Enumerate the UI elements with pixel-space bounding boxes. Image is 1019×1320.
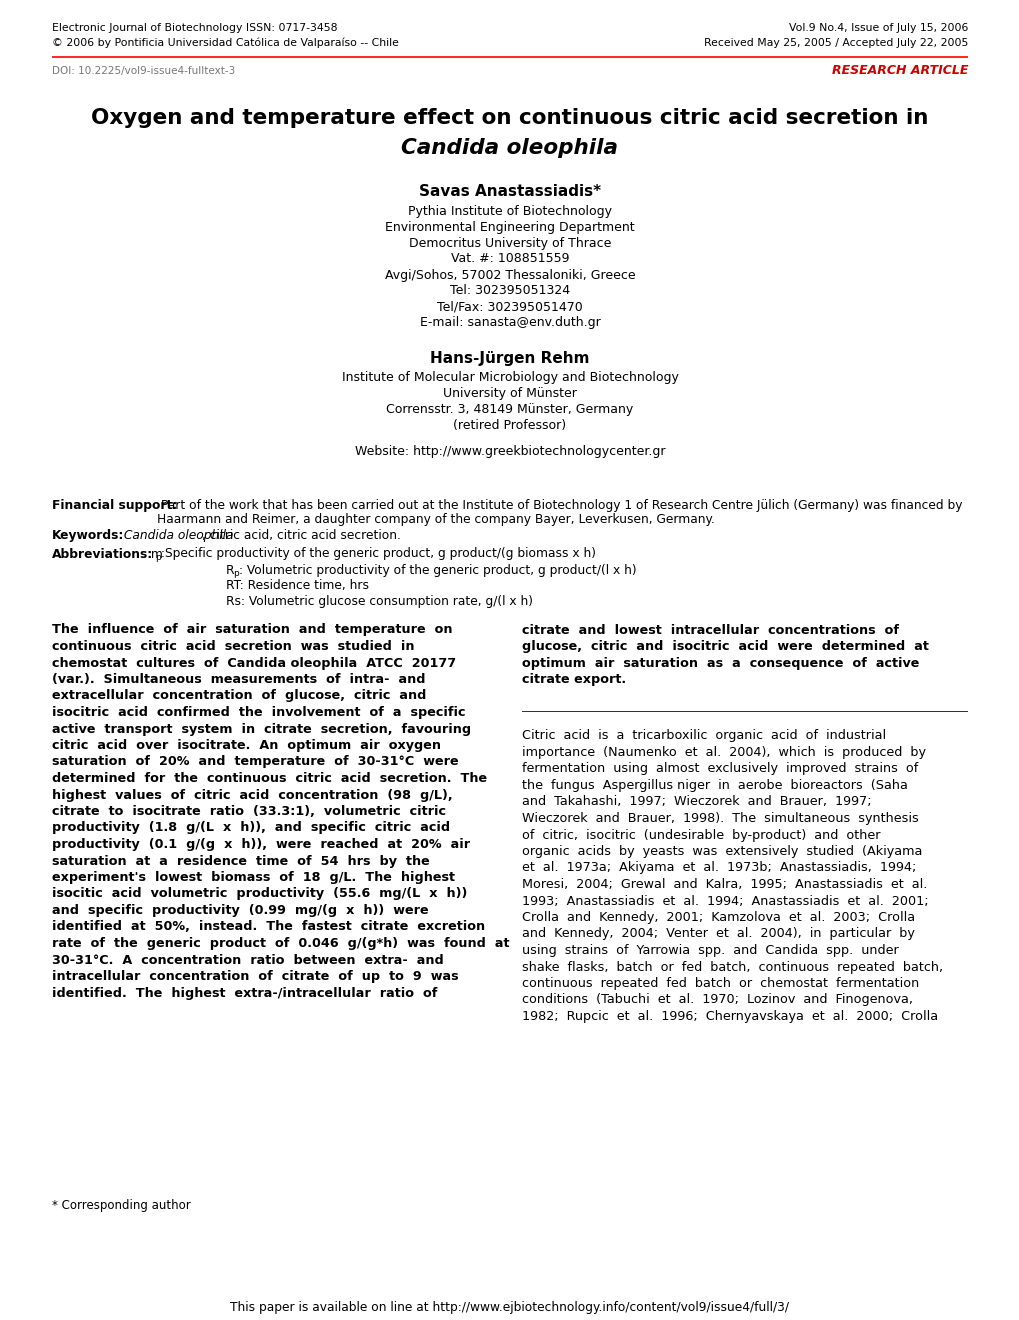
Text: glucose,  citric  and  isocitric  acid  were  determined  at: glucose, citric and isocitric acid were … <box>522 640 928 653</box>
Text: optimum  air  saturation  as  a  consequence  of  active: optimum air saturation as a consequence … <box>522 656 918 669</box>
Text: productivity  (1.8  g/(L  x  h)),  and  specific  citric  acid: productivity (1.8 g/(L x h)), and specif… <box>52 821 449 834</box>
Text: Keywords:: Keywords: <box>52 528 124 541</box>
Text: rate  of  the  generic  product  of  0.046  g/(g*h)  was  found  at: rate of the generic product of 0.046 g/(… <box>52 937 510 950</box>
Text: saturation  of  20%  and  temperature  of  30-31°C  were: saturation of 20% and temperature of 30-… <box>52 755 459 768</box>
Text: Moresi,  2004;  Grewal  and  Kalra,  1995;  Anastassiadis  et  al.: Moresi, 2004; Grewal and Kalra, 1995; An… <box>522 878 926 891</box>
Text: R: R <box>226 564 234 577</box>
Text: Wieczorek  and  Brauer,  1998).  The  simultaneous  synthesis: Wieczorek and Brauer, 1998). The simulta… <box>522 812 918 825</box>
Text: Tel: 302395051324: Tel: 302395051324 <box>449 285 570 297</box>
Text: and  Kennedy,  2004;  Venter  et  al.  2004),  in  particular  by: and Kennedy, 2004; Venter et al. 2004), … <box>522 928 914 940</box>
Text: 30-31°C.  A  concentration  ratio  between  extra-  and: 30-31°C. A concentration ratio between e… <box>52 953 443 966</box>
Text: highest  values  of  citric  acid  concentration  (98  g/L),: highest values of citric acid concentrat… <box>52 788 452 801</box>
Text: Hans-Jürgen Rehm: Hans-Jürgen Rehm <box>430 351 589 366</box>
Text: of  citric,  isocitric  (undesirable  by-product)  and  other: of citric, isocitric (undesirable by-pro… <box>522 829 879 842</box>
Text: Website: http://www.greekbiotechnologycenter.gr: Website: http://www.greekbiotechnologyce… <box>355 446 664 458</box>
Text: RT: Residence time, hrs: RT: Residence time, hrs <box>226 579 369 593</box>
Text: Pythia Institute of Biotechnology: Pythia Institute of Biotechnology <box>408 205 611 218</box>
Text: University of Münster: University of Münster <box>442 388 577 400</box>
Text: et  al.  1973a;  Akiyama  et  al.  1973b;  Anastassiadis,  1994;: et al. 1973a; Akiyama et al. 1973b; Anas… <box>522 862 915 874</box>
Text: p: p <box>232 569 238 578</box>
Text: Abbreviations:: Abbreviations: <box>52 548 153 561</box>
Text: importance  (Naumenko  et  al.  2004),  which  is  produced  by: importance (Naumenko et al. 2004), which… <box>522 746 925 759</box>
Text: Received May 25, 2005 / Accepted July 22, 2005: Received May 25, 2005 / Accepted July 22… <box>703 38 967 48</box>
Text: fermentation  using  almost  exclusively  improved  strains  of: fermentation using almost exclusively im… <box>522 763 917 775</box>
Text: Financial support:: Financial support: <box>52 499 177 512</box>
Text: Institute of Molecular Microbiology and Biotechnology: Institute of Molecular Microbiology and … <box>341 371 678 384</box>
Text: identified.  The  highest  extra-/intracellular  ratio  of: identified. The highest extra-/intracell… <box>52 986 437 999</box>
Text: : Volumetric productivity of the generic product, g product/(l x h): : Volumetric productivity of the generic… <box>238 564 636 577</box>
Text: Avgi/Sohos, 57002 Thessaloniki, Greece: Avgi/Sohos, 57002 Thessaloniki, Greece <box>384 268 635 281</box>
Text: intracellular  concentration  of  citrate  of  up  to  9  was: intracellular concentration of citrate o… <box>52 970 459 983</box>
Text: Vol.9 No.4, Issue of July 15, 2006: Vol.9 No.4, Issue of July 15, 2006 <box>788 22 967 33</box>
Text: continuous  repeated  fed  batch  or  chemostat  fermentation: continuous repeated fed batch or chemost… <box>522 977 918 990</box>
Text: the  fungus  Aspergillus niger  in  aerobe  bioreactors  (Saha: the fungus Aspergillus niger in aerobe b… <box>522 779 907 792</box>
Text: continuous  citric  acid  secretion  was  studied  in: continuous citric acid secretion was stu… <box>52 640 414 653</box>
Text: DOI: 10.2225/vol9-issue4-fulltext-3: DOI: 10.2225/vol9-issue4-fulltext-3 <box>52 66 235 77</box>
Text: (retired Professor): (retired Professor) <box>453 420 566 433</box>
Text: Part of the work that has been carried out at the Institute of Biotechnology 1 o: Part of the work that has been carried o… <box>157 499 962 512</box>
Text: Vat. #: 108851559: Vat. #: 108851559 <box>450 252 569 265</box>
Text: m: m <box>147 548 163 561</box>
Text: citrate  to  isocitrate  ratio  (33.3:1),  volumetric  citric: citrate to isocitrate ratio (33.3:1), vo… <box>52 805 445 818</box>
Text: , citric acid, citric acid secretion.: , citric acid, citric acid secretion. <box>202 528 400 541</box>
Text: Oxygen and temperature effect on continuous citric acid secretion in: Oxygen and temperature effect on continu… <box>92 108 927 128</box>
Text: and  specific  productivity  (0.99  mg/(g  x  h))  were: and specific productivity (0.99 mg/(g x … <box>52 904 428 917</box>
Text: chemostat  cultures  of  Candida oleophila  ATCC  20177: chemostat cultures of Candida oleophila … <box>52 656 455 669</box>
Text: :Specific productivity of the generic product, g product/(g biomass x h): :Specific productivity of the generic pr… <box>161 548 595 561</box>
Text: productivity  (0.1  g/(g  x  h)),  were  reached  at  20%  air: productivity (0.1 g/(g x h)), were reach… <box>52 838 470 851</box>
Text: RESEARCH ARTICLE: RESEARCH ARTICLE <box>830 65 967 78</box>
Text: Savas Anastassiadis*: Savas Anastassiadis* <box>419 185 600 199</box>
Text: Candida oleophila: Candida oleophila <box>120 528 233 541</box>
Text: identified  at  50%,  instead.  The  fastest  citrate  excretion: identified at 50%, instead. The fastest … <box>52 920 485 933</box>
Text: 1982;  Rupcic  et  al.  1996;  Chernyavskaya  et  al.  2000;  Crolla: 1982; Rupcic et al. 1996; Chernyavskaya … <box>522 1010 937 1023</box>
Text: extracellular  concentration  of  glucose,  citric  and: extracellular concentration of glucose, … <box>52 689 426 702</box>
Text: Environmental Engineering Department: Environmental Engineering Department <box>385 220 634 234</box>
Text: conditions  (Tabuchi  et  al.  1970;  Lozinov  and  Finogenova,: conditions (Tabuchi et al. 1970; Lozinov… <box>522 994 912 1006</box>
Text: citric  acid  over  isocitrate.  An  optimum  air  oxygen: citric acid over isocitrate. An optimum … <box>52 739 440 752</box>
Text: and  Takahashi,  1997;  Wieczorek  and  Brauer,  1997;: and Takahashi, 1997; Wieczorek and Braue… <box>522 796 871 808</box>
Text: Democritus University of Thrace: Democritus University of Thrace <box>409 236 610 249</box>
Text: Citric  acid  is  a  tricarboxilic  organic  acid  of  industrial: Citric acid is a tricarboxilic organic a… <box>522 730 886 742</box>
Text: The  influence  of  air  saturation  and  temperature  on: The influence of air saturation and temp… <box>52 623 452 636</box>
Text: using  strains  of  Yarrowia  spp.  and  Candida  spp.  under: using strains of Yarrowia spp. and Candi… <box>522 944 898 957</box>
Text: determined  for  the  continuous  citric  acid  secretion.  The: determined for the continuous citric aci… <box>52 772 487 785</box>
Text: Rs: Volumetric glucose consumption rate, g/(l x h): Rs: Volumetric glucose consumption rate,… <box>226 595 533 609</box>
Text: isocitric  acid  confirmed  the  involvement  of  a  specific: isocitric acid confirmed the involvement… <box>52 706 465 719</box>
Text: This paper is available on line at http://www.ejbiotechnology.info/content/vol9/: This paper is available on line at http:… <box>230 1302 789 1315</box>
Text: experiment's  lowest  biomass  of  18  g/L.  The  highest: experiment's lowest biomass of 18 g/L. T… <box>52 871 454 884</box>
Text: p: p <box>155 553 161 561</box>
Text: Corrensstr. 3, 48149 Münster, Germany: Corrensstr. 3, 48149 Münster, Germany <box>386 404 633 417</box>
Text: Electronic Journal of Biotechnology ISSN: 0717-3458: Electronic Journal of Biotechnology ISSN… <box>52 22 337 33</box>
Text: isocitic  acid  volumetric  productivity  (55.6  mg/(L  x  h)): isocitic acid volumetric productivity (5… <box>52 887 467 900</box>
Text: © 2006 by Pontificia Universidad Católica de Valparaíso -- Chile: © 2006 by Pontificia Universidad Católic… <box>52 38 398 49</box>
Text: 1993;  Anastassiadis  et  al.  1994;  Anastassiadis  et  al.  2001;: 1993; Anastassiadis et al. 1994; Anastas… <box>522 895 927 908</box>
Text: active  transport  system  in  citrate  secretion,  favouring: active transport system in citrate secre… <box>52 722 471 735</box>
Text: citrate  and  lowest  intracellular  concentrations  of: citrate and lowest intracellular concent… <box>522 623 898 636</box>
Text: Crolla  and  Kennedy,  2001;  Kamzolova  et  al.  2003;  Crolla: Crolla and Kennedy, 2001; Kamzolova et a… <box>522 911 914 924</box>
Text: Haarmann and Reimer, a daughter company of the company Bayer, Leverkusen, German: Haarmann and Reimer, a daughter company … <box>157 513 714 527</box>
Text: citrate export.: citrate export. <box>522 673 626 686</box>
Text: Tel/Fax: 302395051470: Tel/Fax: 302395051470 <box>437 301 582 314</box>
Text: E-mail: sanasta@env.duth.gr: E-mail: sanasta@env.duth.gr <box>419 317 600 330</box>
Text: Candida oleophila: Candida oleophila <box>401 139 618 158</box>
Text: shake  flasks,  batch  or  fed  batch,  continuous  repeated  batch,: shake flasks, batch or fed batch, contin… <box>522 961 943 973</box>
Text: saturation  at  a  residence  time  of  54  hrs  by  the: saturation at a residence time of 54 hrs… <box>52 854 429 867</box>
Text: * Corresponding author: * Corresponding author <box>52 1200 191 1213</box>
Text: (var.).  Simultaneous  measurements  of  intra-  and: (var.). Simultaneous measurements of int… <box>52 673 425 686</box>
Text: organic  acids  by  yeasts  was  extensively  studied  (Akiyama: organic acids by yeasts was extensively … <box>522 845 921 858</box>
